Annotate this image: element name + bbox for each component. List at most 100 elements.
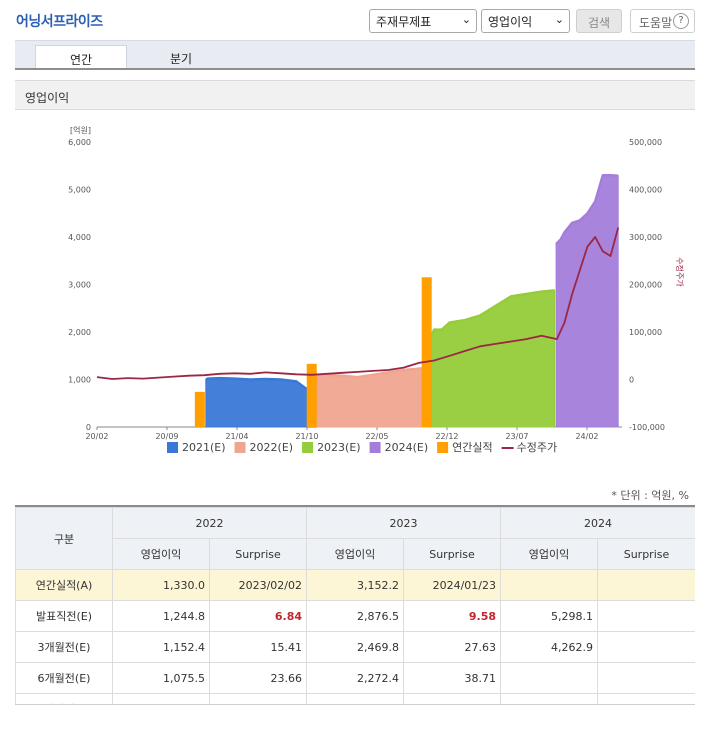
col-header-surprise: Surprise bbox=[597, 538, 695, 570]
top-bar: 어닝서프라이즈 주재무제표 ⌄ 영업이익 ⌄ 검색 도움말 ? bbox=[0, 0, 706, 40]
actual-bar-2021 bbox=[194, 391, 205, 427]
legend-label: 2021(E) bbox=[182, 441, 226, 454]
col-header-surprise: Surprise bbox=[403, 538, 501, 570]
cell-surprise bbox=[597, 600, 695, 632]
legend-swatch bbox=[302, 442, 314, 453]
legend-swatch bbox=[234, 442, 246, 453]
price-line bbox=[96, 227, 620, 380]
legend-label: 2023(E) bbox=[317, 441, 361, 454]
y-right-label: 수정주가 bbox=[675, 257, 685, 287]
y-left-tick: 2,000 bbox=[68, 328, 91, 337]
x-tick-label: 20/09 bbox=[155, 432, 178, 441]
cell-op-income: 1,075.5 bbox=[112, 662, 210, 694]
y-left-tick: 4,000 bbox=[68, 233, 91, 242]
year-header: 2024 bbox=[500, 507, 695, 539]
y-left-tick: 5,000 bbox=[68, 186, 91, 195]
chevron-down-icon: ⌄ bbox=[554, 13, 564, 26]
table-row: 연간실적(A) 1,330.0 2023/02/02 3,152.2 2024/01/2… bbox=[15, 569, 695, 601]
legend-item: 2023(E) bbox=[302, 441, 361, 454]
y-right-tick: 300,000 bbox=[629, 233, 662, 242]
row-label: 발표직전(E) bbox=[15, 600, 113, 632]
item-select-value: 영업이익 bbox=[488, 15, 533, 29]
y-right-tick: 200,000 bbox=[629, 281, 662, 290]
item-select[interactable]: 영업이익 ⌄ bbox=[481, 9, 570, 33]
cell-op-income: 1,152.4 bbox=[112, 631, 210, 663]
table-body: 연간실적(A) 1,330.0 2023/02/02 3,152.2 2024/01/2… bbox=[15, 569, 695, 705]
table-corner-header: 구분 bbox=[15, 507, 113, 570]
search-button[interactable]: 검색 bbox=[576, 9, 622, 33]
col-header-op-income: 영업이익 bbox=[306, 538, 404, 570]
legend-label: 2022(E) bbox=[250, 441, 294, 454]
cell-surprise: 38.71 bbox=[403, 662, 501, 694]
table-bottom-border bbox=[15, 704, 695, 705]
unit-note: * 단위 : 억원, % bbox=[611, 489, 689, 502]
legend-swatch bbox=[437, 442, 449, 453]
tab-annual[interactable]: 연간 bbox=[35, 45, 127, 70]
year-header: 2022 bbox=[112, 507, 307, 539]
y-left-tick: 3,000 bbox=[68, 281, 91, 290]
year-header: 2023 bbox=[306, 507, 501, 539]
table-row: 3개월전(E) 1,152.4 15.41 2,469.8 27.63 4,262.9 bbox=[15, 631, 695, 663]
surprise-table-wrap: 구분 2022 2023 2024 영업이익 Surprise 영업이익 Sur… bbox=[15, 505, 695, 705]
y-right-tick: -100,000 bbox=[629, 423, 665, 432]
col-header-op-income: 영업이익 bbox=[112, 538, 210, 570]
cell-op-income: 2,876.5 bbox=[306, 600, 404, 632]
page-title: 어닝서프라이즈 bbox=[16, 14, 103, 30]
area-edge bbox=[316, 366, 431, 379]
statement-select-value: 주재무제표 bbox=[376, 15, 432, 29]
statement-select[interactable]: 주재무제표 ⌄ bbox=[369, 9, 477, 33]
x-tick-label: 24/02 bbox=[575, 432, 598, 441]
actual-bar-2022 bbox=[306, 363, 317, 427]
row-label: 6개월전(E) bbox=[15, 662, 113, 694]
earnings-chart: [억원] 6,000 5,000 4,000 3,000 2,000 1,000 0 500,0… bbox=[68, 125, 685, 454]
cell-op-income: 2,469.8 bbox=[306, 631, 404, 663]
col-header-surprise: Surprise bbox=[209, 538, 307, 570]
legend-item: 2024(E) bbox=[369, 441, 429, 454]
surprise-table: 구분 2022 2023 2024 영업이익 Surprise 영업이익 Sur… bbox=[15, 507, 695, 705]
y-right-tick: 100,000 bbox=[629, 328, 662, 337]
y-right-tick: 500,000 bbox=[629, 138, 662, 147]
area-edge bbox=[205, 376, 316, 395]
legend-label: 연간실적 bbox=[452, 441, 492, 454]
legend-item: 수정주가 bbox=[501, 441, 557, 454]
cell-op-income: 1,244.8 bbox=[112, 600, 210, 632]
y-right-tick: 0 bbox=[629, 376, 634, 385]
cell-surprise bbox=[597, 662, 695, 694]
row-label: 3개월전(E) bbox=[15, 631, 113, 663]
cell-surprise bbox=[597, 631, 695, 663]
y-left-unit: [억원] bbox=[70, 125, 91, 135]
cell-surprise: 2024/01/23 bbox=[403, 569, 501, 601]
x-tick-label: 23/07 bbox=[505, 432, 528, 441]
table-row: 6개월전(E) 1,075.5 23.66 2,272.4 38.71 bbox=[15, 662, 695, 694]
legend-label: 수정주가 bbox=[517, 441, 557, 454]
y-left-tick: 0 bbox=[86, 423, 91, 432]
cell-op-income bbox=[500, 569, 598, 601]
table-row: 9개월전(E) bbox=[15, 693, 695, 705]
legend-swatch bbox=[369, 442, 381, 453]
cell-op-income: 4,262.9 bbox=[500, 631, 598, 663]
cell-surprise: 2023/02/02 bbox=[209, 569, 307, 601]
cell-surprise bbox=[597, 569, 695, 601]
x-tick-label: 21/04 bbox=[225, 432, 248, 441]
col-header-op-income: 영업이익 bbox=[500, 538, 598, 570]
area-edge bbox=[555, 174, 619, 245]
legend-label: 2024(E) bbox=[385, 441, 429, 454]
actual-bar-2023 bbox=[421, 277, 432, 427]
tabs-divider bbox=[15, 68, 695, 70]
cell-op-income bbox=[500, 662, 598, 694]
y-right-tick: 400,000 bbox=[629, 186, 662, 195]
cell-surprise bbox=[597, 693, 695, 705]
question-icon: ? bbox=[673, 13, 689, 29]
table-row: 발표직전(E) 1,244.8 6.84 2,876.5 9.58 5,298.1 bbox=[15, 600, 695, 632]
x-tick-label: 21/10 bbox=[295, 432, 318, 441]
help-button[interactable]: 도움말 ? bbox=[630, 9, 695, 33]
legend-item: 연간실적 bbox=[437, 441, 493, 454]
cell-op-income: 2,272.4 bbox=[306, 662, 404, 694]
tab-quarterly[interactable]: 분기 bbox=[169, 52, 193, 66]
legend-swatch bbox=[167, 442, 178, 453]
area-edge bbox=[430, 289, 555, 335]
cell-surprise: 9.58 bbox=[403, 600, 501, 632]
cell-op-income: 3,152.2 bbox=[306, 569, 404, 601]
legend-item: 2021(E) bbox=[167, 441, 226, 454]
area-2021e bbox=[205, 377, 316, 428]
